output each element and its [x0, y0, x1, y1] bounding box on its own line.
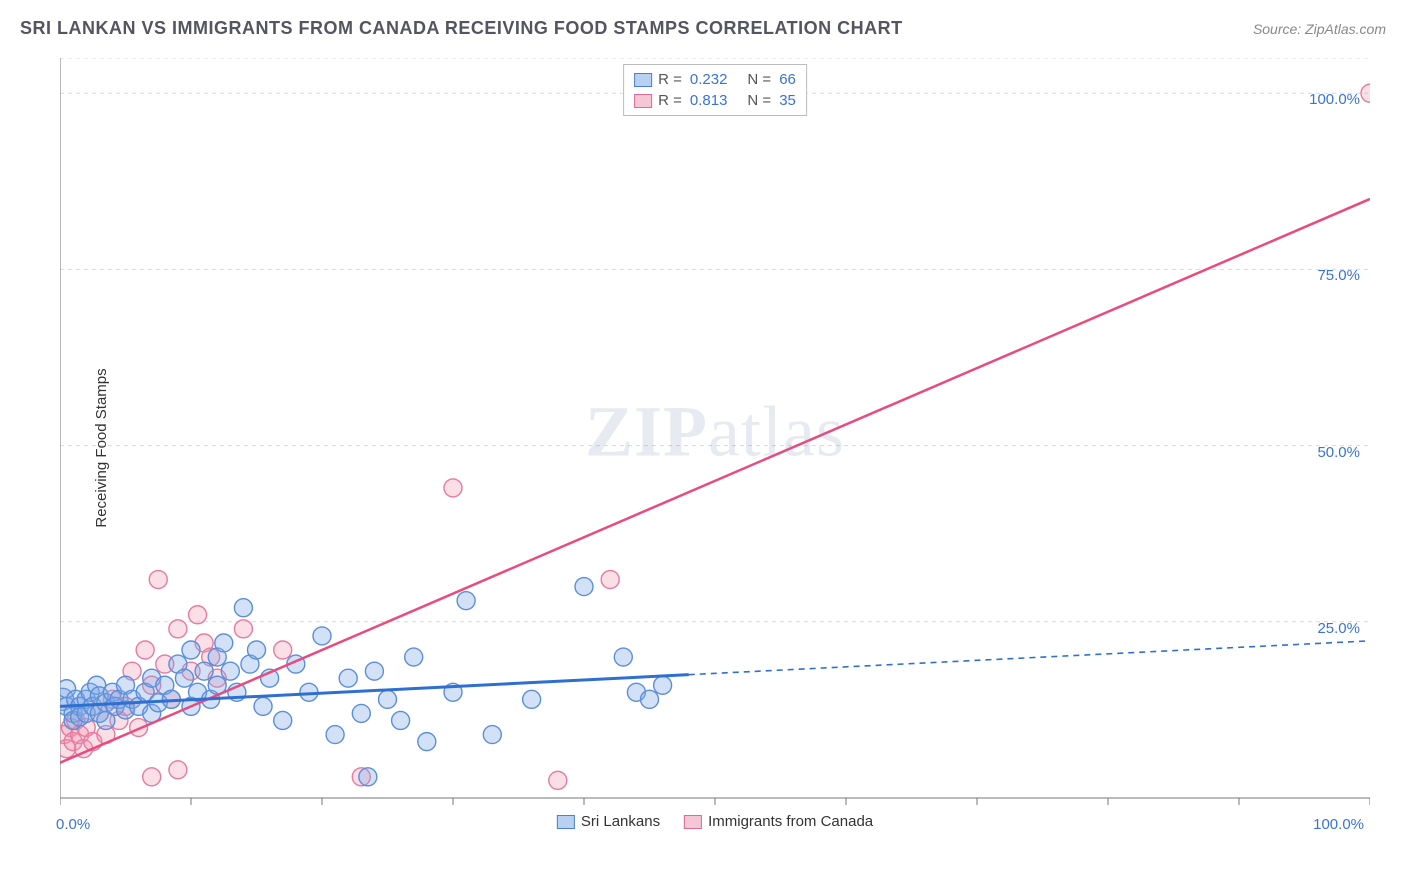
swatch-series-0	[557, 815, 575, 829]
legend-series: Sri Lankans Immigrants from Canada	[557, 813, 873, 830]
x-axis-label-max: 100.0%	[1313, 816, 1364, 833]
plot-svg	[60, 58, 1370, 838]
legend-label-0: Sri Lankans	[581, 813, 660, 830]
legend-stats-row: R = 0.232 N = 66	[634, 69, 796, 90]
y-axis-label-75: 75.0%	[1317, 267, 1360, 284]
scatter-plot: ZIPatlas R = 0.232 N = 66 R = 0.813 N = …	[60, 58, 1370, 838]
n-value-0: 66	[779, 71, 796, 88]
legend-stats-row: R = 0.813 N = 35	[634, 90, 796, 111]
y-axis-label-100: 100.0%	[1309, 91, 1360, 108]
r-label: R =	[658, 92, 682, 109]
source-name: ZipAtlas.com	[1305, 21, 1386, 37]
r-value-0: 0.232	[690, 71, 728, 88]
y-axis-label-50: 50.0%	[1317, 444, 1360, 461]
swatch-series-1	[634, 94, 652, 108]
swatch-series-1	[684, 815, 702, 829]
chart-title: SRI LANKAN VS IMMIGRANTS FROM CANADA REC…	[20, 18, 903, 39]
legend-stats: R = 0.232 N = 66 R = 0.813 N = 35	[623, 64, 807, 116]
legend-label-1: Immigrants from Canada	[708, 813, 873, 830]
legend-item: Immigrants from Canada	[684, 813, 873, 830]
n-label: N =	[747, 71, 771, 88]
source-attribution: Source: ZipAtlas.com	[1253, 21, 1386, 39]
chart-area: Receiving Food Stamps ZIPatlas R = 0.232…	[50, 58, 1380, 838]
r-label: R =	[658, 71, 682, 88]
x-axis-label-min: 0.0%	[56, 816, 90, 833]
source-prefix: Source:	[1253, 21, 1305, 37]
y-axis-label-25: 25.0%	[1317, 620, 1360, 637]
n-label: N =	[747, 92, 771, 109]
legend-item: Sri Lankans	[557, 813, 660, 830]
n-value-1: 35	[779, 92, 796, 109]
r-value-1: 0.813	[690, 92, 728, 109]
swatch-series-0	[634, 73, 652, 87]
